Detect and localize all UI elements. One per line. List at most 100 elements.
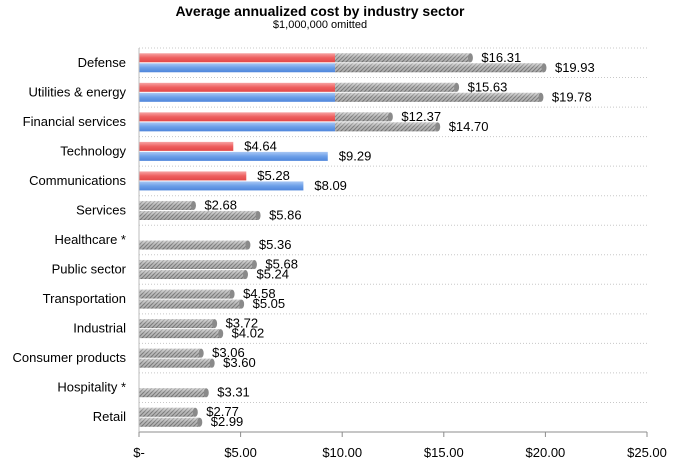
- bar: [139, 151, 328, 161]
- data-label: $16.31: [481, 50, 521, 65]
- bar-shine: [139, 200, 194, 210]
- category-label: Defense: [78, 55, 126, 70]
- bar: [139, 270, 248, 280]
- data-label: $5.86: [269, 207, 302, 222]
- bar-cap: [454, 82, 460, 92]
- data-label: $4.58: [243, 286, 276, 301]
- chart-subtitle: $1,000,000 omitted: [272, 19, 368, 31]
- bar-shine: [139, 260, 255, 270]
- bar: [139, 319, 218, 329]
- data-label: $4.02: [232, 326, 265, 341]
- x-tick-label: $15.00: [424, 445, 464, 460]
- bar: [139, 82, 460, 92]
- bar-cap: [197, 417, 203, 427]
- data-label: $19.78: [552, 89, 592, 104]
- bar-shine: [139, 329, 221, 339]
- bar: [139, 240, 251, 250]
- data-label: $5.24: [256, 267, 289, 282]
- bar: [139, 388, 209, 398]
- bar-cap: [541, 63, 547, 73]
- data-label: $15.63: [468, 79, 508, 94]
- bar-cap: [192, 407, 198, 417]
- data-label: $8.09: [314, 178, 347, 193]
- category-label: Services: [76, 202, 126, 217]
- bar-cap: [212, 319, 218, 329]
- category-label: Retail: [93, 409, 126, 424]
- bar: [139, 348, 204, 358]
- category-label: Industrial: [73, 321, 126, 336]
- data-label: $3.72: [226, 316, 259, 331]
- category-label: Communications: [29, 173, 126, 188]
- x-tick-label: $25.00: [627, 445, 667, 460]
- bar-cap: [245, 240, 251, 250]
- bar-cap: [387, 112, 393, 122]
- data-label: $2.77: [206, 404, 239, 419]
- bar-colored-segment: [139, 122, 336, 132]
- bar-cap: [255, 210, 261, 220]
- bar-colored-segment: [139, 53, 336, 63]
- bar: [139, 92, 544, 102]
- bar-shine: [139, 270, 246, 280]
- bar-cap: [435, 122, 441, 132]
- bar-cap: [190, 200, 196, 210]
- data-label: $2.68: [204, 197, 237, 212]
- bar: [139, 260, 257, 270]
- bar-shine: [139, 358, 213, 368]
- bar-shine: [139, 407, 196, 417]
- category-label: Healthcare *: [54, 232, 126, 247]
- bar-colored-segment: [139, 151, 328, 161]
- bar-cap: [467, 53, 473, 63]
- bar-shine: [335, 122, 438, 132]
- bar-shine: [335, 92, 541, 102]
- bar-shine: [139, 210, 259, 220]
- bar: [139, 181, 304, 191]
- bar-colored-segment: [139, 112, 336, 122]
- data-label: $14.70: [449, 119, 489, 134]
- bar: [139, 417, 203, 427]
- bar: [139, 141, 234, 151]
- data-label: $4.64: [244, 138, 277, 153]
- data-label: $12.37: [401, 109, 441, 124]
- bar-shine: [335, 53, 471, 63]
- data-label: $3.60: [223, 355, 256, 370]
- bar-shine: [335, 112, 391, 122]
- bar-colored-segment: [139, 171, 247, 181]
- data-label: $3.06: [212, 345, 245, 360]
- data-label: $5.28: [257, 168, 290, 183]
- bar-shine: [139, 240, 248, 250]
- bar-cap: [209, 358, 215, 368]
- category-label: Consumer products: [13, 350, 127, 365]
- bar-shine: [335, 63, 544, 73]
- x-tick-label: $5.00: [224, 445, 257, 460]
- bar-cap: [218, 329, 224, 339]
- chart-title: Average annualized cost by industry sect…: [175, 3, 465, 19]
- data-label: $9.29: [339, 148, 372, 163]
- bar: [139, 53, 473, 63]
- bar: [139, 358, 215, 368]
- bar-colored-segment: [139, 63, 336, 73]
- data-label: $5.36: [259, 237, 292, 252]
- category-label: Public sector: [52, 262, 127, 277]
- bar-cap: [251, 260, 257, 270]
- bar: [139, 171, 247, 181]
- category-label: Utilities & energy: [28, 84, 126, 99]
- x-tick-label: $20.00: [526, 445, 566, 460]
- bar-shine: [139, 289, 233, 299]
- bar-cap: [229, 289, 235, 299]
- data-label: $2.99: [211, 414, 244, 429]
- bar-shine: [139, 319, 215, 329]
- bar: [139, 122, 441, 132]
- bar-cap: [242, 270, 248, 280]
- bar: [139, 210, 261, 220]
- bar: [139, 329, 224, 339]
- bar: [139, 407, 198, 417]
- bar: [139, 299, 245, 309]
- category-label: Technology: [60, 143, 126, 158]
- bar-colored-segment: [139, 181, 304, 191]
- data-label: $19.93: [555, 60, 595, 75]
- data-label: $5.68: [265, 257, 298, 272]
- bar-cap: [538, 92, 544, 102]
- bar-shine: [139, 417, 200, 427]
- bar-cap: [239, 299, 245, 309]
